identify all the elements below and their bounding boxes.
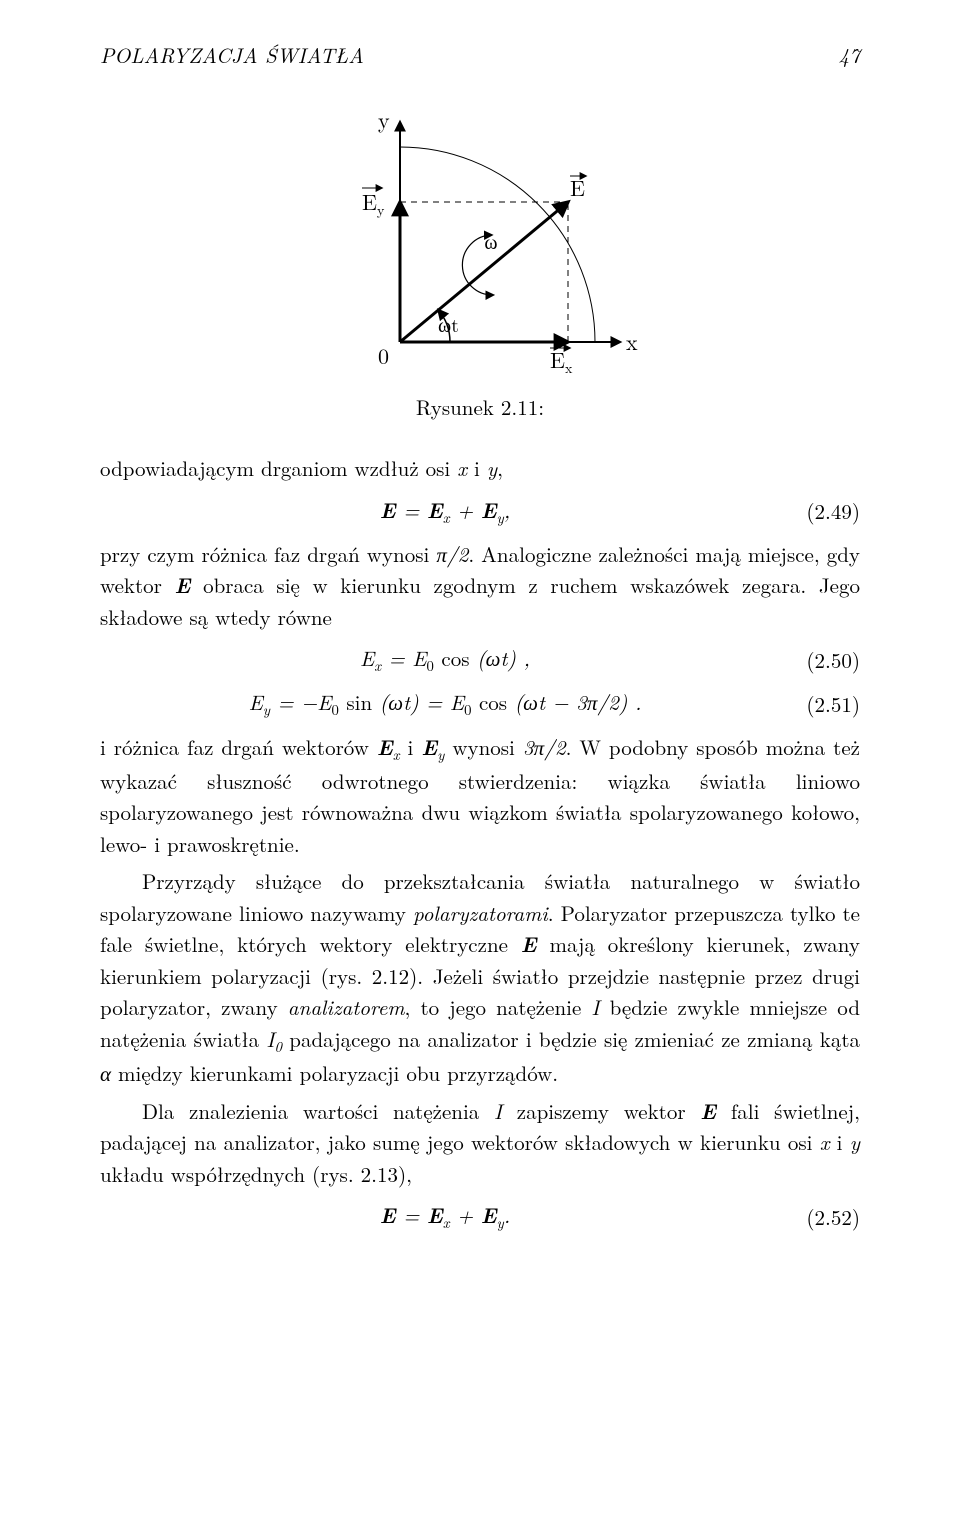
sym-y: y bbox=[850, 1127, 860, 1157]
axis-label-y: y bbox=[378, 104, 390, 135]
sym-I: I bbox=[591, 992, 599, 1022]
sym-x: x bbox=[457, 453, 467, 483]
equation-2-50: Ex = E0 cos (ωt) , bbox=[100, 643, 790, 677]
sym-Ex: E bbox=[377, 732, 393, 762]
text: i bbox=[400, 732, 422, 762]
sym-y: y bbox=[487, 453, 497, 483]
paragraph-1: odpowiadającym drganiom wzdłuż osi x i y… bbox=[100, 453, 860, 485]
equation-number-2-51: (2.51) bbox=[790, 689, 860, 721]
figure-caption: Rysunek 2.11: bbox=[100, 392, 860, 424]
axis-label-x: x bbox=[626, 326, 638, 357]
text: , to jego natężenie bbox=[405, 992, 592, 1022]
text: między kierunkami polaryzacji obu przyrz… bbox=[111, 1058, 558, 1088]
label-omega: ω bbox=[484, 226, 497, 255]
figure-2-11: y x 0 Ey E Ex ω ωt bbox=[100, 92, 860, 382]
term-analizatorem: analizatorem bbox=[288, 992, 405, 1022]
header-title: POLARYZACJA ŚWIATŁA bbox=[100, 40, 364, 72]
equation-2-52: E = Ex + Ey. bbox=[100, 1200, 790, 1234]
paragraph-4: Przyrządy służące do przekształcania świ… bbox=[100, 866, 860, 1089]
text: i bbox=[829, 1127, 849, 1157]
label-Ey: Ey bbox=[362, 186, 385, 220]
label-omega-t: ωt bbox=[438, 309, 459, 338]
equation-number-2-49: (2.49) bbox=[790, 496, 860, 528]
text: i bbox=[467, 453, 487, 483]
text: padającego na analizator i będzie się zm… bbox=[282, 1024, 860, 1054]
text: i różnica faz drgań wektorów bbox=[100, 732, 377, 762]
sym-alpha: α bbox=[100, 1058, 111, 1088]
text: , bbox=[497, 453, 503, 483]
term-polaryzatorami: polaryzatorami bbox=[413, 898, 548, 928]
paragraph-2: przy czym różnica faz drgań wynosi π/2. … bbox=[100, 539, 860, 634]
sym-x: x bbox=[820, 1127, 830, 1157]
paragraph-3: i różnica faz drgań wektorów Ex i Ey wyn… bbox=[100, 732, 860, 861]
text: wynosi bbox=[444, 732, 522, 762]
sym-E: E bbox=[700, 1096, 716, 1126]
origin-label: 0 bbox=[378, 340, 389, 371]
text: Dla znalezienia wartości natężenia bbox=[142, 1096, 494, 1126]
equation-2-49: E = Ex + Ey, bbox=[100, 495, 790, 529]
sym-Ey: E bbox=[421, 732, 437, 762]
sym-I: I bbox=[494, 1096, 502, 1126]
text: obraca się w kierunku zgodnym z ruchem w… bbox=[100, 570, 860, 632]
text: układu współrzędnych (rys. 2.13), bbox=[100, 1159, 412, 1189]
sym-E: E bbox=[175, 570, 191, 600]
equation-number-2-50: (2.50) bbox=[790, 645, 860, 677]
equation-2-51: Ey = −E0 sin (ωt) = E0 cos (ωt − 3π/2) . bbox=[100, 687, 790, 721]
paragraph-5: Dla znalezienia wartości natężenia I zap… bbox=[100, 1096, 860, 1191]
text: odpowiadającym drganiom wzdłuż osi bbox=[100, 453, 457, 483]
text: zapiszemy wektor bbox=[502, 1096, 700, 1126]
text: przy czym różnica faz drgań wynosi bbox=[100, 539, 436, 569]
sym-pi2: π/2 bbox=[436, 539, 468, 569]
equation-number-2-52: (2.52) bbox=[790, 1202, 860, 1234]
sym-E: E bbox=[521, 929, 537, 959]
sym-3pi2: 3π/2 bbox=[523, 732, 566, 762]
page-number: 47 bbox=[839, 40, 860, 72]
label-E: E bbox=[570, 172, 585, 203]
label-Ex: Ex bbox=[550, 344, 573, 378]
